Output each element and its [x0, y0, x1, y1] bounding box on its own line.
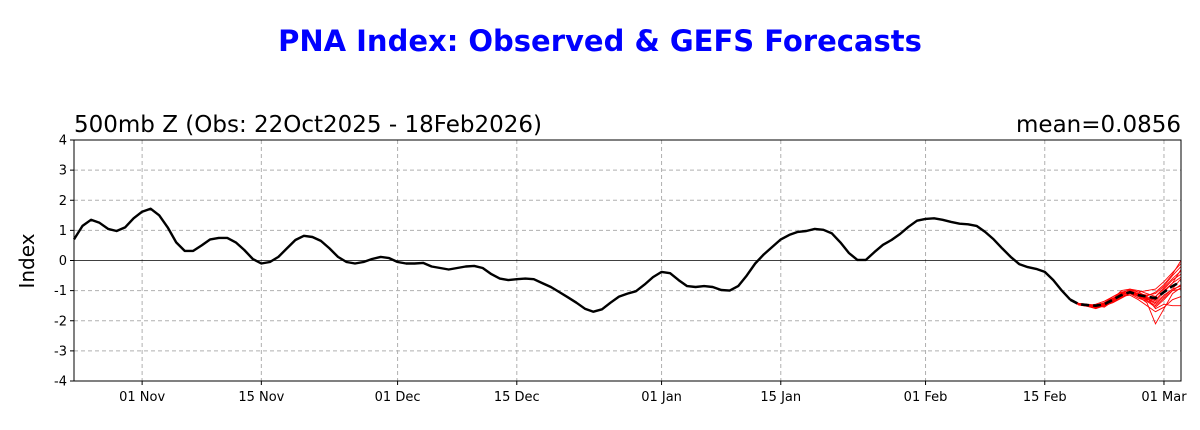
y-tick-label: 3 [59, 164, 67, 179]
y-tick-label: 0 [59, 254, 67, 269]
y-tick-label: -1 [54, 284, 67, 299]
x-axis-ticks: 01 Nov 15 Nov 01 Dec 15 Dec 01 Jan 15 Jan 01 F… [119, 381, 1187, 405]
mean-value-label: mean=0.0856 [1016, 112, 1181, 138]
x-tick-label: 15 Feb [1023, 390, 1067, 405]
x-tick-label: 15 Jan [760, 390, 801, 405]
x-tick-label: 01 Dec [375, 390, 421, 405]
y-tick-label: -2 [54, 314, 67, 329]
y-axis-ticks: -4 -3 -2 -1 0 1 2 3 4 [54, 134, 74, 390]
y-tick-label: 4 [59, 134, 67, 149]
x-tick-label: 01 Mar [1141, 390, 1187, 405]
y-tick-label: -4 [54, 375, 67, 390]
x-tick-label: 15 Nov [238, 390, 284, 405]
x-tick-label: 01 Feb [904, 390, 948, 405]
y-axis-label: Index [15, 233, 39, 288]
y-tick-label: 2 [59, 194, 67, 209]
observed-series-line [72, 207, 1072, 313]
x-tick-label: 01 Nov [119, 390, 165, 405]
chart-title: PNA Index: Observed & GEFS Forecasts [278, 24, 922, 58]
x-tick-label: 15 Dec [494, 390, 540, 405]
x-tick-label: 01 Jan [641, 390, 682, 405]
chart-subtitle: 500mb Z (Obs: 22Oct2025 - 18Feb2026) [74, 112, 542, 138]
y-tick-label: -3 [54, 344, 67, 359]
y-tick-label: 1 [59, 224, 67, 239]
ensemble-mean-line [1069, 280, 1182, 308]
